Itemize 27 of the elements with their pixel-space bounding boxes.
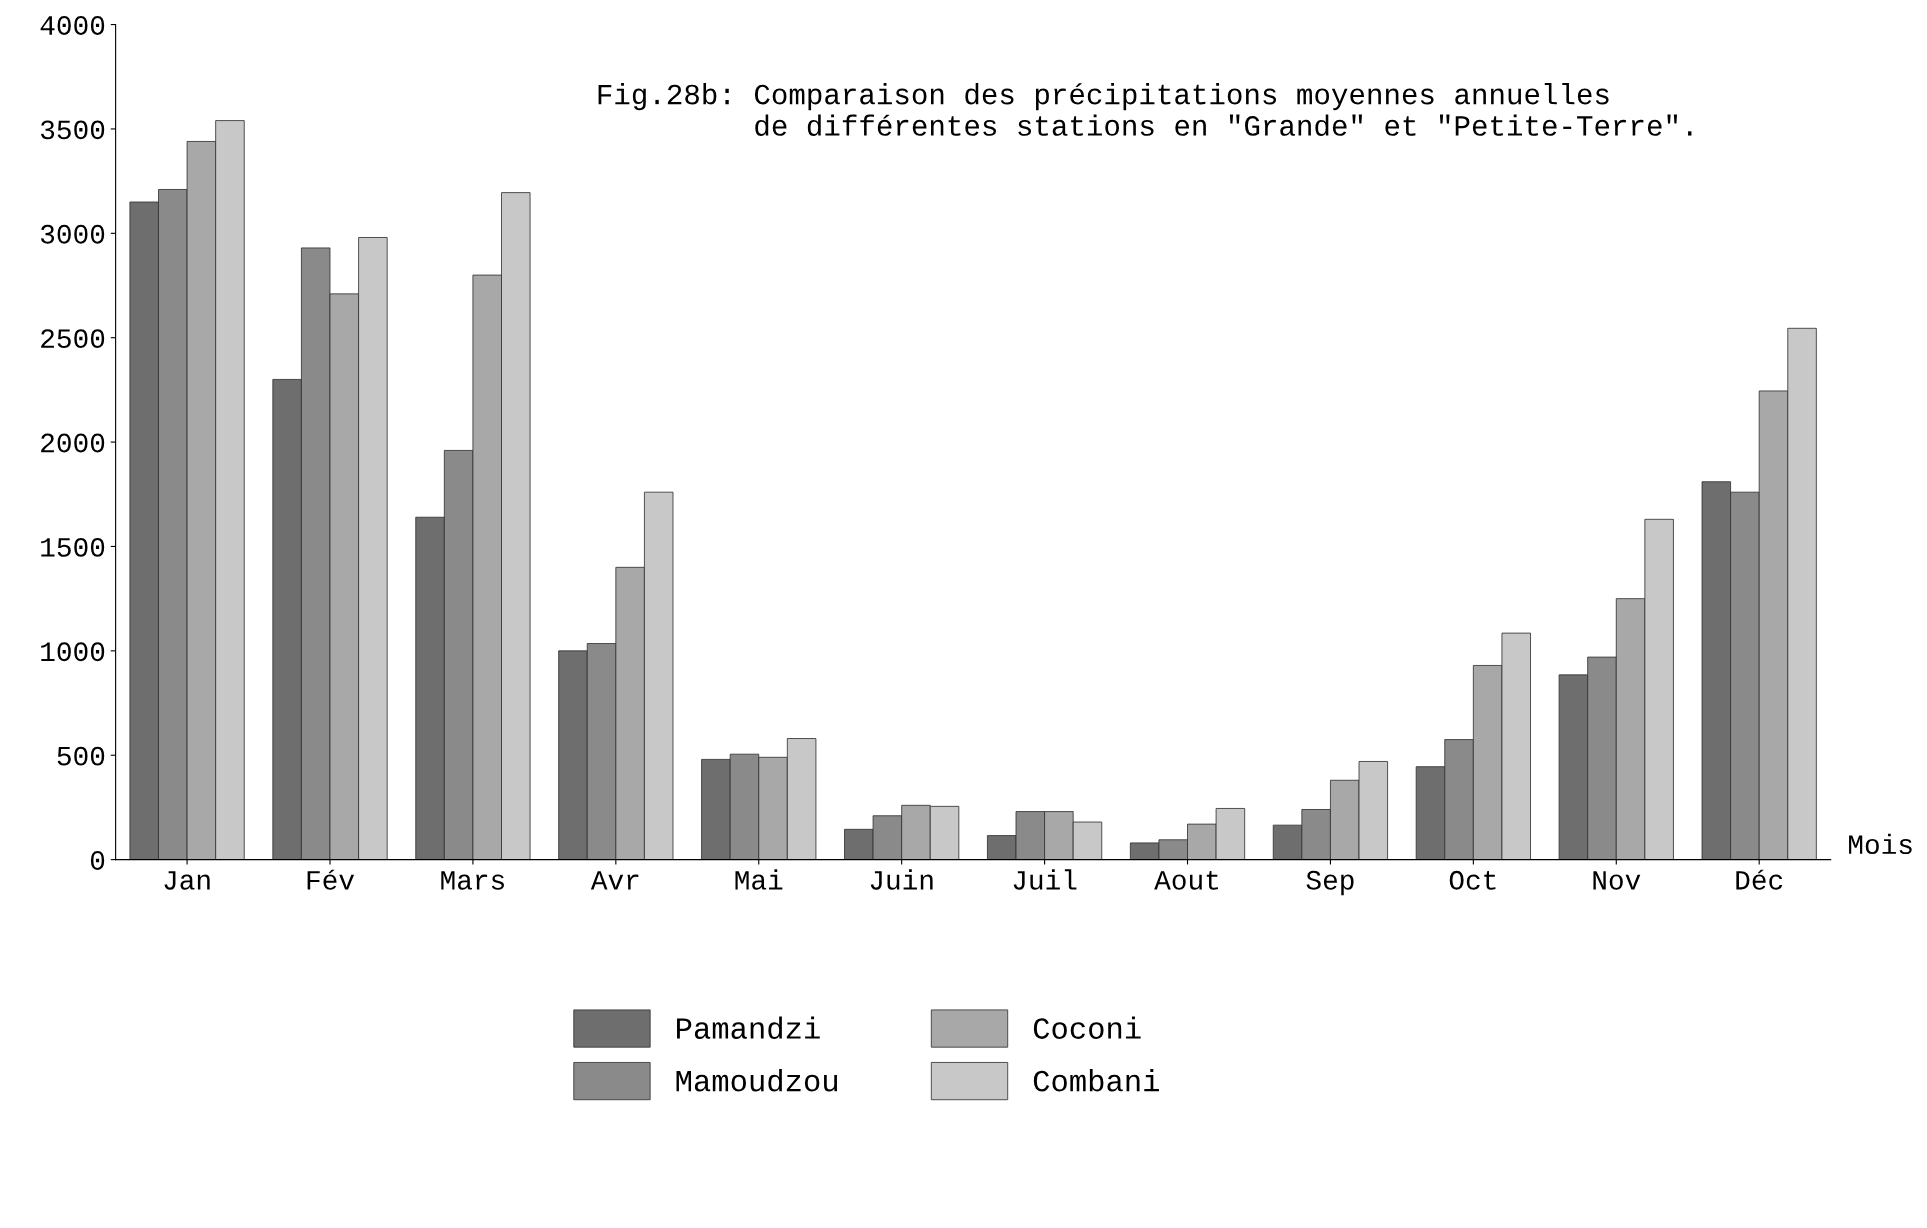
y-tick-label: 1000 xyxy=(41,642,105,662)
y-tick-label: 3000 xyxy=(40,224,105,244)
y-tick-label: 2500 xyxy=(41,329,105,349)
x-tick-label: Oct xyxy=(1449,870,1496,890)
y-tick-label: 4000 xyxy=(40,16,105,35)
legend-label: Pamandzi xyxy=(677,1016,820,1040)
x-tick-label: Jan xyxy=(164,871,210,890)
x-tick-label: Mars xyxy=(441,871,504,890)
x-tick-label: Fév xyxy=(307,869,355,890)
y-tick-label: 0 xyxy=(90,851,105,870)
x-tick-label: Sep xyxy=(1306,870,1354,896)
x-tick-label: Juil xyxy=(1013,869,1077,890)
y-tick-label: 2000 xyxy=(41,433,105,453)
legend-label: Mamoudzou xyxy=(676,1069,838,1092)
x-tick-label: Aout xyxy=(1154,870,1218,890)
y-tick-label: 1500 xyxy=(41,537,105,557)
y-tick-label: 3500 xyxy=(40,120,105,140)
x-tick-label: Juin xyxy=(870,869,933,890)
text: Fig.28b: Comparaison des précipitations moyennes annuelles de différentes stations en "Grande" et "Petite-Terre". xyxy=(598,83,1692,136)
legend-label: Combani xyxy=(1033,1069,1159,1092)
y-tick-label: 500 xyxy=(57,746,105,766)
x-tick-label: Avr xyxy=(590,871,639,890)
x-tick-label: Nov xyxy=(1593,871,1641,890)
legend-label: Coconi xyxy=(1033,1016,1141,1039)
x-axis-title: Mois xyxy=(1849,833,1912,855)
x-tick-label: Mai xyxy=(735,869,783,890)
x-tick-label: Déc xyxy=(1736,869,1783,890)
